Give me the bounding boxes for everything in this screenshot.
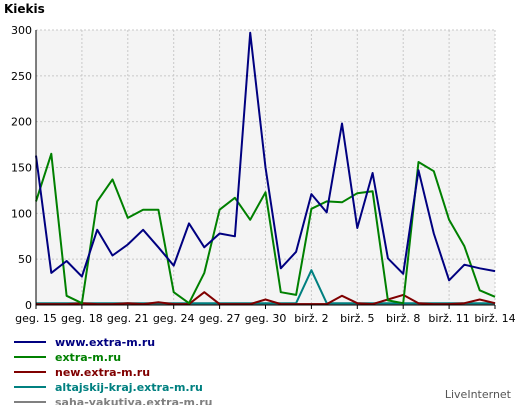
x-tick-label: birž. 11 [428, 312, 469, 325]
series-layer [35, 31, 496, 306]
x-tick-label: geg. 18 [61, 312, 103, 325]
legend: www.extra-m.ru extra-m.ru new.extra-m.ru al… [14, 336, 212, 405]
x-tick-label: birž. 5 [340, 312, 374, 325]
x-tick-label: birž. 14 [474, 312, 515, 325]
x-tick-label: geg. 21 [107, 312, 149, 325]
y-tick-label: 200 [11, 116, 32, 129]
footer-brand: LiveInternet [445, 388, 512, 401]
series-line-extra-m-ru [35, 152, 496, 305]
legend-label: new.extra-m.ru [55, 366, 150, 379]
x-tick-label: birž. 8 [386, 312, 420, 325]
x-tick-label: geg. 30 [245, 312, 287, 325]
legend-label: saha-yakutiya.extra-m.ru [55, 396, 212, 405]
legend-label: www.extra-m.ru [55, 336, 155, 349]
y-tick-label: 0 [25, 299, 32, 312]
series-line-www-extra-m-ru [35, 31, 496, 282]
chart-title: Kiekis [4, 2, 45, 16]
y-tick-label: 150 [11, 162, 32, 175]
legend-label: altajskij-kraj.extra-m.ru [55, 381, 203, 394]
x-tick-label: geg. 24 [153, 312, 195, 325]
x-tick-label: geg. 27 [199, 312, 241, 325]
y-tick-label: 250 [11, 70, 32, 83]
y-tick-label: 50 [18, 253, 32, 266]
legend-label: extra-m.ru [55, 351, 121, 364]
x-tick-label: geg. 15 [15, 312, 57, 325]
y-tick-label: 300 [11, 24, 32, 37]
y-tick-label: 100 [11, 207, 32, 220]
x-tick-label: birž. 2 [294, 312, 328, 325]
axis-layer: 0 50 100 150 200 250 300 geg. 15 geg. 18 geg. 21 g… [11, 24, 516, 325]
series-line-new-extra-m-ru [36, 291, 496, 306]
